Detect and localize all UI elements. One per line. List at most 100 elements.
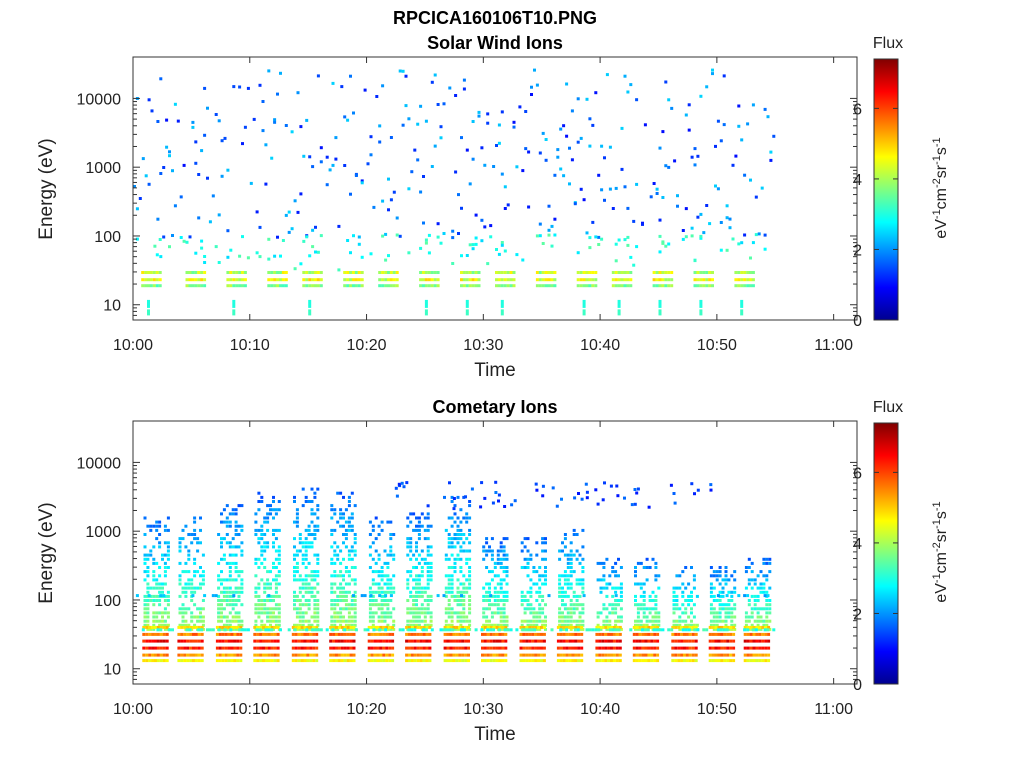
heatmap-cell bbox=[143, 553, 147, 557]
heatmap-cell bbox=[193, 574, 197, 578]
heatmap-cell bbox=[450, 516, 454, 520]
heatmap-cell bbox=[386, 574, 390, 578]
heatmap-cell bbox=[405, 659, 409, 663]
heatmap-cell bbox=[465, 557, 469, 561]
heatmap-cell bbox=[274, 574, 278, 578]
heatmap-cell bbox=[220, 520, 223, 524]
heatmap-cell bbox=[222, 578, 226, 582]
heatmap-cell bbox=[528, 632, 532, 636]
heatmap-cell bbox=[304, 553, 308, 557]
heatmap-cell bbox=[496, 603, 500, 607]
heatmap-cell bbox=[453, 627, 457, 631]
heatmap-cell bbox=[658, 146, 662, 150]
heatmap-cell bbox=[193, 586, 197, 590]
heatmap-cell bbox=[232, 278, 236, 282]
heatmap-cell bbox=[708, 271, 712, 274]
heatmap-cell bbox=[502, 594, 506, 598]
heatmap-cell bbox=[496, 574, 500, 578]
heatmap-cell bbox=[534, 625, 538, 629]
heatmap-cell bbox=[439, 125, 443, 129]
heatmap-cell bbox=[194, 632, 198, 636]
heatmap-cell bbox=[316, 628, 320, 632]
heatmap-cell bbox=[267, 646, 271, 650]
heatmap-cell bbox=[715, 574, 719, 578]
heatmap-cell bbox=[459, 557, 463, 561]
heatmap-cell bbox=[353, 590, 357, 594]
heatmap-cell bbox=[685, 659, 689, 663]
heatmap-cell bbox=[503, 249, 507, 253]
heatmap-cell bbox=[254, 607, 258, 611]
heatmap-cell bbox=[340, 625, 344, 629]
heatmap-cell bbox=[417, 607, 421, 611]
heatmap-cell bbox=[474, 236, 478, 240]
heatmap-cell bbox=[483, 653, 487, 657]
heatmap-cell bbox=[163, 528, 167, 532]
heatmap-cell bbox=[144, 271, 148, 274]
heatmap-cell bbox=[489, 653, 493, 657]
heatmap-cell bbox=[709, 611, 713, 615]
heatmap-cell bbox=[406, 570, 410, 574]
heatmap-cell bbox=[537, 653, 540, 657]
heatmap-cell bbox=[447, 578, 451, 582]
heatmap-cell bbox=[343, 628, 347, 632]
panel-solar-wind-ions: Solar Wind Ions 10:00 10:10 10:20 10:30 10:4… bbox=[36, 33, 950, 381]
heatmap-cell bbox=[194, 284, 198, 288]
heatmap-cell bbox=[498, 646, 502, 650]
heatmap-cell bbox=[159, 639, 163, 643]
heatmap-cell bbox=[426, 545, 430, 549]
heatmap-cell bbox=[388, 625, 392, 629]
heatmap-cell bbox=[678, 574, 682, 578]
heatmap-cell bbox=[538, 278, 542, 282]
heatmap-cell bbox=[171, 628, 174, 632]
heatmap-cell bbox=[270, 628, 274, 632]
heatmap-cell bbox=[519, 646, 523, 650]
heatmap-cell bbox=[363, 628, 367, 632]
heatmap-cell bbox=[313, 619, 317, 623]
heatmap-cell bbox=[294, 639, 298, 643]
heatmap-cell bbox=[233, 653, 237, 657]
heatmap-cell bbox=[657, 574, 661, 578]
heatmap-cell bbox=[266, 578, 270, 582]
heatmap-cell bbox=[260, 528, 264, 532]
heatmap-cell bbox=[763, 233, 767, 237]
heatmap-cell bbox=[178, 582, 182, 586]
heatmap-cell bbox=[181, 607, 185, 611]
heatmap-cell bbox=[709, 594, 713, 598]
heatmap-cell bbox=[243, 284, 247, 288]
heatmap-cell bbox=[465, 271, 469, 274]
heatmap-cell bbox=[477, 284, 481, 288]
heatmap-cells bbox=[133, 68, 776, 316]
heatmap-cell bbox=[166, 553, 170, 557]
heatmap-cell bbox=[149, 528, 153, 532]
heatmap-cell bbox=[449, 646, 453, 650]
heatmap-cell bbox=[262, 659, 265, 663]
heatmap-cell bbox=[756, 594, 760, 598]
heatmap-cell bbox=[617, 238, 621, 242]
heatmap-cell bbox=[344, 528, 348, 532]
heatmap-cell bbox=[412, 578, 416, 582]
heatmap-cell bbox=[762, 574, 766, 578]
heatmap-cell bbox=[690, 590, 693, 594]
heatmap-cell bbox=[217, 607, 221, 611]
heatmap-cell bbox=[293, 578, 296, 582]
heatmap-cell bbox=[711, 659, 715, 663]
heatmap-cell bbox=[541, 541, 545, 545]
heatmap-cell bbox=[577, 632, 581, 636]
heatmap-cell bbox=[502, 578, 506, 582]
heatmap-cell bbox=[750, 607, 754, 611]
heatmap-cell bbox=[330, 607, 334, 611]
heatmap-cell bbox=[180, 639, 184, 643]
axes: 10:00 10:10 10:20 10:30 10:40 10:50 11:0010100… bbox=[77, 57, 857, 354]
heatmap-cell bbox=[752, 646, 756, 650]
heatmap-cell bbox=[372, 628, 376, 632]
heatmap-cell bbox=[342, 586, 345, 590]
heatmap-cell bbox=[155, 520, 159, 524]
heatmap-cell bbox=[690, 155, 694, 159]
heatmap-cell bbox=[683, 659, 686, 663]
heatmap-cell bbox=[330, 533, 334, 536]
heatmap-cell bbox=[298, 603, 302, 607]
heatmap-cell bbox=[501, 632, 505, 636]
heatmap-cell bbox=[642, 615, 646, 619]
heatmap-cell bbox=[684, 207, 688, 211]
heatmap-cell bbox=[168, 150, 171, 154]
